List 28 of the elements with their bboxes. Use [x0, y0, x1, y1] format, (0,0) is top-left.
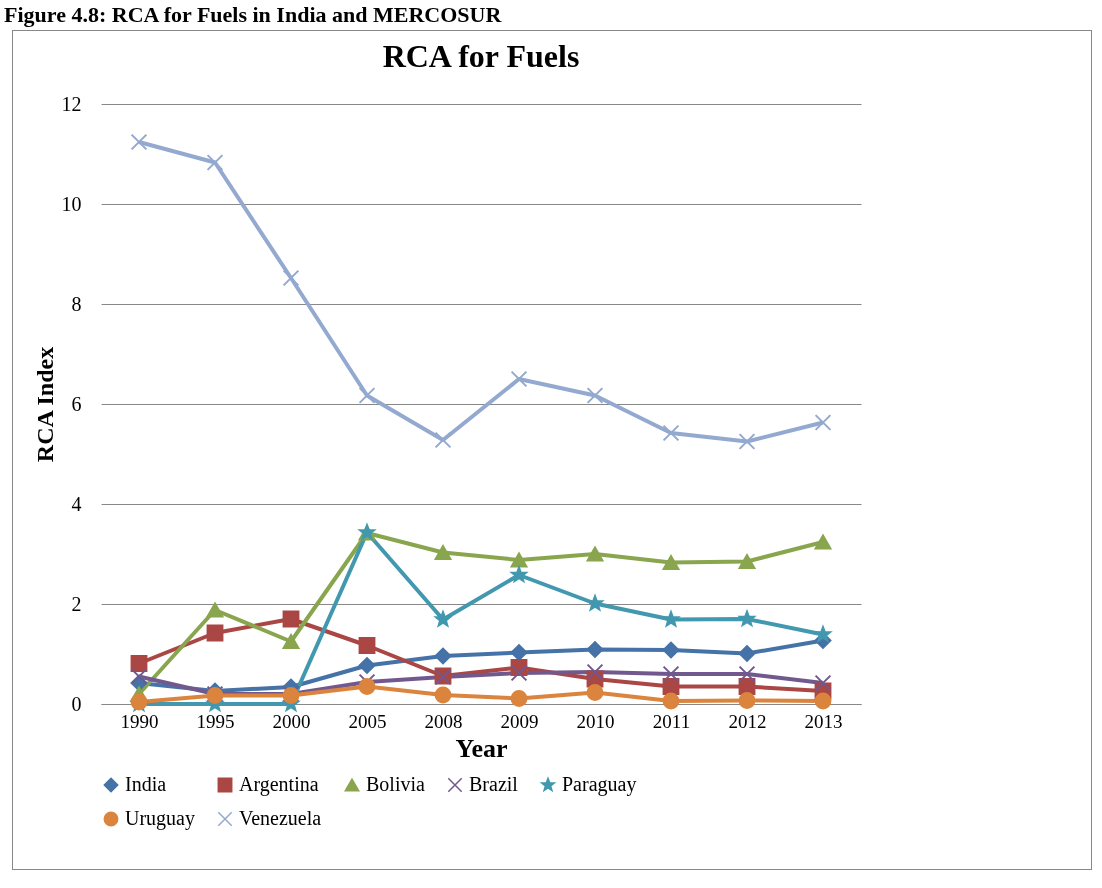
legend-label: Argentina	[239, 773, 319, 796]
y-tick-label: 10	[61, 192, 82, 215]
legend-label: Uruguay	[125, 807, 195, 830]
y-tick-label: 4	[71, 492, 82, 515]
x-tick-label: 2009	[500, 710, 539, 732]
x-tick-label: 2011	[652, 710, 691, 732]
legend-label: Venezuela	[239, 807, 322, 829]
x-tick-label: 1990	[120, 710, 159, 732]
x-tick-label: 2013	[804, 710, 843, 732]
legend-label: Bolivia	[366, 773, 426, 795]
y-tick-label: 8	[71, 292, 82, 315]
chart-title: RCA for Fuels	[382, 38, 580, 74]
legend-label: Brazil	[469, 773, 519, 795]
y-tick-label: 2	[71, 592, 82, 615]
y-axis-title: RCA Index	[31, 346, 58, 463]
x-axis-title: Year	[455, 733, 508, 763]
legend-label: Paraguay	[562, 773, 637, 796]
y-tick-label: 12	[61, 92, 82, 115]
x-tick-label: 2000	[272, 710, 311, 732]
legend-label: India	[125, 773, 167, 795]
caption: Figure 4.8: RCA for Fuels in India and MERCOSUR	[3, 1, 503, 29]
x-tick-label: 1995	[196, 710, 235, 732]
x-tick-label: 2010	[576, 710, 615, 732]
y-tick-label: 0	[71, 692, 82, 715]
y-tick-label: 6	[71, 392, 82, 415]
x-tick-label: 2008	[424, 710, 463, 732]
x-tick-label: 2005	[348, 710, 387, 732]
x-tick-label: 2012	[728, 710, 767, 732]
